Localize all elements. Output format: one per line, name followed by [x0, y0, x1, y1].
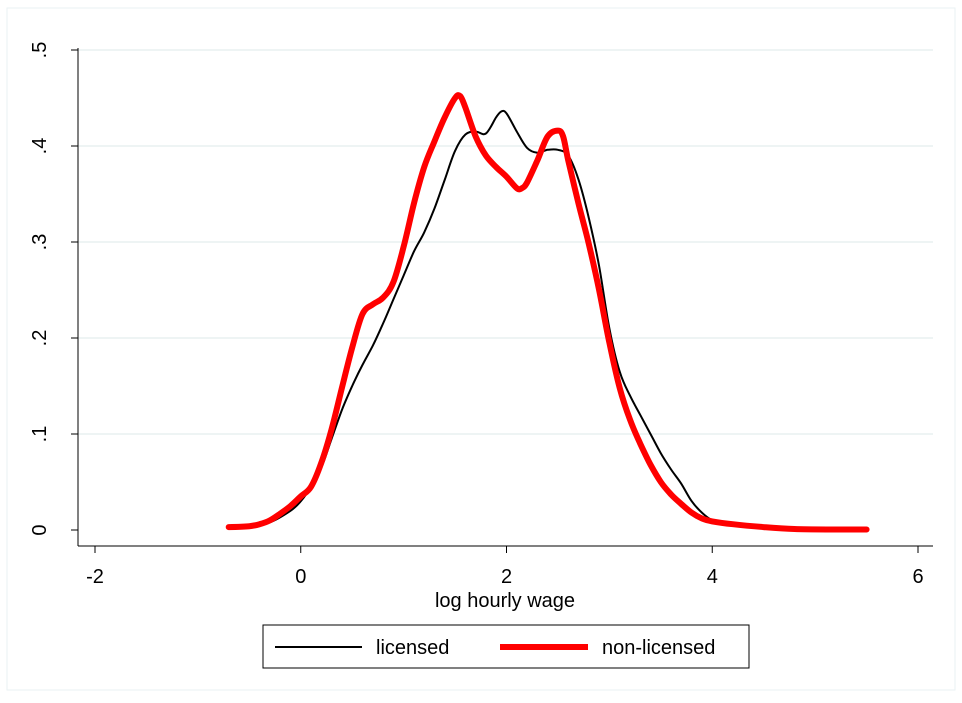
legend-label-licensed: licensed — [376, 637, 449, 659]
x-tick-label: 0 — [295, 566, 306, 588]
x-tick-label: 6 — [912, 566, 923, 588]
series-line-non-licensed — [225, 92, 870, 533]
x-tick-label: -2 — [86, 566, 104, 588]
x-tick-label: 4 — [707, 566, 718, 588]
x-tick-label: 2 — [501, 566, 512, 588]
legend-label-non-licensed: non-licensed — [602, 637, 715, 659]
x-axis-label: log hourly wage — [435, 590, 575, 612]
y-tick-label: .3 — [29, 234, 51, 251]
y-axis-ticks: 0 .1 .2 .3 .4 .5 — [29, 42, 78, 536]
x-axis-ticks: -2 0 2 4 6 — [86, 546, 924, 588]
y-tick-label: 0 — [29, 524, 51, 535]
outer-border — [6, 7, 956, 691]
gridlines — [78, 49, 933, 435]
y-tick-label: .2 — [29, 330, 51, 347]
series-lines — [225, 92, 870, 533]
legend: licensed non-licensed — [262, 624, 750, 669]
plot-area — [78, 48, 933, 546]
y-tick-label: .4 — [29, 138, 51, 155]
series-line-licensed — [227, 109, 786, 530]
y-tick-label: .5 — [29, 42, 51, 59]
y-tick-label: .1 — [29, 426, 51, 443]
